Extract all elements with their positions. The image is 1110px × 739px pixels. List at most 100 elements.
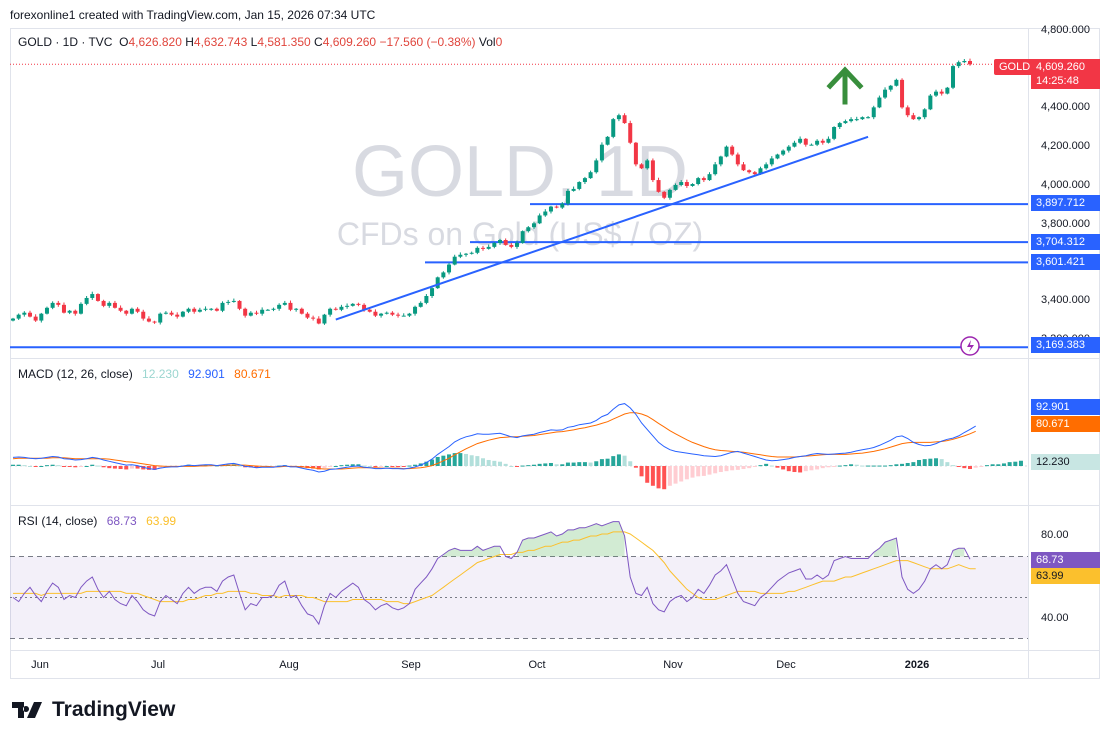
candle-body bbox=[401, 315, 406, 317]
symbol-name[interactable]: GOLD · 1D · TVC bbox=[18, 35, 113, 49]
macd-histogram-bar bbox=[67, 466, 72, 467]
macd-histogram-bar bbox=[843, 465, 848, 467]
macd-histogram-bar bbox=[611, 456, 616, 466]
rsi-ma-line bbox=[13, 531, 976, 605]
candle-body bbox=[56, 302, 61, 305]
tradingview-logo[interactable]: TradingView bbox=[12, 698, 175, 722]
macd-histogram-bar bbox=[435, 456, 440, 466]
macd-histogram-bar bbox=[27, 466, 32, 467]
macd-title[interactable]: MACD (12, 26, close) bbox=[18, 367, 133, 381]
candle-body bbox=[951, 66, 956, 88]
vol-value: 0 bbox=[495, 35, 503, 49]
candle-body bbox=[339, 306, 344, 310]
close-value: 4,609.260 bbox=[322, 35, 377, 49]
macd-histogram-bar bbox=[452, 453, 457, 466]
rsi-line-tag: 68.73 bbox=[1031, 552, 1100, 568]
candle-body bbox=[673, 184, 678, 190]
macd-histogram-bar bbox=[996, 464, 1001, 466]
macd-histogram-bar bbox=[752, 466, 757, 467]
y-tick-label: 4,400.000 bbox=[1041, 101, 1090, 113]
symbol-info-bar[interactable]: GOLD · 1D · TVC O4,626.820 H4,632.743 L4… bbox=[18, 35, 502, 49]
candle-body bbox=[95, 294, 100, 301]
candle-body bbox=[883, 89, 888, 98]
x-tick-label: 2026 bbox=[905, 659, 929, 671]
candle-body bbox=[849, 119, 854, 122]
candle-body bbox=[945, 87, 950, 94]
candle-body bbox=[724, 146, 729, 157]
macd-histogram-bar bbox=[713, 466, 718, 474]
macd-histogram-bar bbox=[1013, 461, 1018, 466]
macd-histogram-bar bbox=[514, 466, 519, 467]
candle-body bbox=[441, 272, 446, 278]
time-axis[interactable]: Jun Jul Aug Sep Oct Nov Dec 2026 bbox=[31, 659, 929, 671]
candle-body bbox=[928, 95, 933, 110]
candle-body bbox=[407, 313, 412, 316]
macd-histogram-bar bbox=[430, 459, 435, 466]
candle-body bbox=[44, 307, 49, 314]
candle-body bbox=[430, 288, 435, 297]
rsi-ma-tag: 63.99 bbox=[1031, 568, 1100, 584]
candle-body bbox=[560, 203, 565, 208]
candle-body bbox=[16, 314, 21, 319]
macd-histogram-bar bbox=[679, 466, 684, 482]
candle-body bbox=[78, 303, 83, 314]
candle-body bbox=[333, 308, 338, 310]
candle-body bbox=[707, 174, 712, 181]
candle-body bbox=[39, 313, 44, 321]
candle-body bbox=[503, 240, 508, 245]
macd-histogram-bar bbox=[531, 464, 536, 466]
candle-body bbox=[877, 97, 882, 108]
candle-body bbox=[169, 312, 174, 315]
macd-histogram-bar bbox=[945, 462, 950, 466]
macd-histogram-bar bbox=[526, 465, 531, 467]
candle-body bbox=[888, 85, 893, 90]
candle-body bbox=[67, 310, 72, 313]
candle-body bbox=[367, 309, 372, 312]
rsi-legend[interactable]: RSI (14, close) 68.73 63.99 bbox=[18, 514, 182, 528]
macd-histogram-bar bbox=[934, 458, 939, 466]
candle-body bbox=[775, 154, 780, 159]
macd-histogram-bar bbox=[871, 465, 876, 467]
candle-body bbox=[758, 168, 763, 175]
macd-histogram-bar bbox=[464, 453, 469, 466]
macd-legend[interactable]: MACD (12, 26, close) 12.230 92.901 80.67… bbox=[18, 367, 277, 381]
candle-body bbox=[594, 160, 599, 173]
candle-body bbox=[905, 107, 910, 116]
macd-histogram-bar bbox=[254, 466, 259, 468]
candle-body bbox=[231, 300, 236, 302]
macd-histogram-bar bbox=[384, 466, 389, 467]
macd-histogram-bar bbox=[928, 458, 933, 466]
macd-line-value: 92.901 bbox=[188, 367, 225, 381]
macd-histogram-bar bbox=[883, 465, 888, 467]
candle-body bbox=[713, 164, 718, 175]
candle-body bbox=[11, 318, 15, 321]
macd-histogram-bar bbox=[741, 466, 746, 470]
candle-body bbox=[832, 127, 837, 139]
y-tick-label: 4,200.000 bbox=[1041, 140, 1090, 152]
candle-body bbox=[611, 119, 616, 137]
macd-histogram-bar bbox=[543, 463, 548, 466]
candle-body bbox=[548, 206, 553, 212]
candle-body bbox=[718, 156, 723, 165]
macd-histogram-bar bbox=[849, 464, 854, 466]
level-tag: 3,704.312 bbox=[1031, 234, 1100, 250]
candle-body bbox=[135, 308, 140, 312]
rsi-overbought-fill bbox=[873, 538, 897, 557]
rsi-title[interactable]: RSI (14, close) bbox=[18, 514, 98, 528]
candle-body bbox=[509, 244, 514, 247]
macd-histogram-bar bbox=[866, 465, 871, 467]
macd-histogram-bar bbox=[633, 466, 638, 468]
macd-histogram-bar bbox=[90, 464, 95, 466]
candle-body bbox=[531, 223, 536, 228]
candle-body bbox=[73, 310, 78, 314]
macd-histogram-bar bbox=[129, 466, 134, 469]
candle-body bbox=[33, 316, 38, 321]
candle-body bbox=[820, 140, 825, 143]
candle-body bbox=[497, 240, 502, 243]
macd-histogram-bar bbox=[911, 462, 916, 466]
candle-body bbox=[605, 136, 610, 145]
candle-body bbox=[543, 211, 548, 216]
candle-body bbox=[917, 117, 922, 120]
low-label: L bbox=[250, 35, 258, 49]
